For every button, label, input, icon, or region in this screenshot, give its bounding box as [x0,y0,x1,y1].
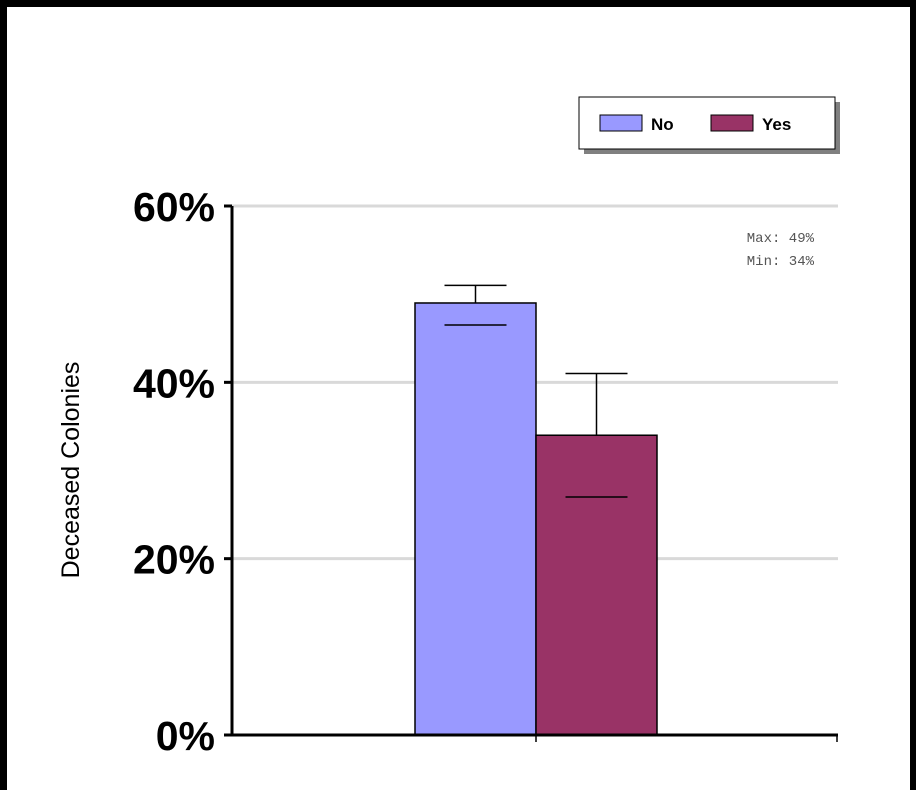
error-bars [444,284,628,498]
legend: No Yes [578,96,840,154]
y-tick-label: 20% [133,537,215,583]
y-tick-label: 0% [156,713,215,759]
y-tick-labels: 0% 20% 40% 60% [133,184,215,759]
bar-no [414,302,537,736]
y-axis-label: Deceased Colonies [57,362,85,579]
legend-swatch-yes [710,114,754,132]
bars [414,302,658,736]
legend-label-yes: Yes [762,115,791,134]
max-annotation: Max: 49% [747,231,815,247]
y-tick-label: 40% [133,360,215,406]
axes [224,204,838,742]
legend-label-no: No [651,115,674,134]
min-annotation: Min: 34% [747,254,815,270]
legend-swatch-no [599,114,643,132]
bar-yes [535,434,658,736]
y-tick-label: 60% [133,184,215,230]
